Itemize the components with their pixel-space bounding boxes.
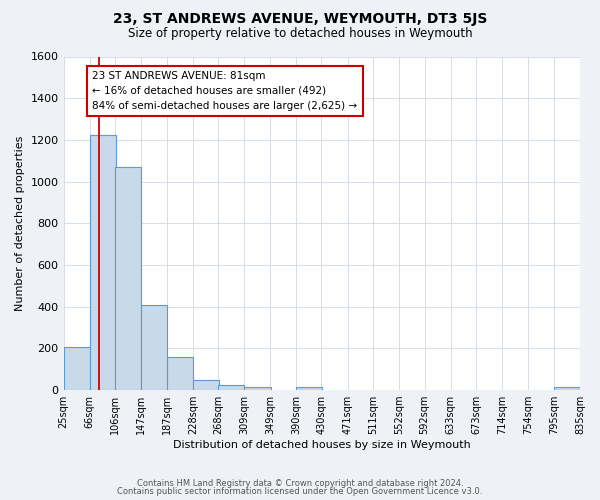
Bar <box>244 387 271 390</box>
Bar <box>193 380 219 390</box>
Text: Contains HM Land Registry data © Crown copyright and database right 2024.: Contains HM Land Registry data © Crown c… <box>137 478 463 488</box>
Bar <box>167 356 193 390</box>
Text: 23 ST ANDREWS AVENUE: 81sqm
← 16% of detached houses are smaller (492)
84% of se: 23 ST ANDREWS AVENUE: 81sqm ← 16% of det… <box>92 71 358 110</box>
Y-axis label: Number of detached properties: Number of detached properties <box>15 136 25 311</box>
Bar <box>554 387 580 390</box>
Bar <box>218 385 244 390</box>
Bar <box>296 387 322 390</box>
Bar <box>115 167 141 390</box>
Text: 23, ST ANDREWS AVENUE, WEYMOUTH, DT3 5JS: 23, ST ANDREWS AVENUE, WEYMOUTH, DT3 5JS <box>113 12 487 26</box>
Bar <box>64 348 89 390</box>
Text: Size of property relative to detached houses in Weymouth: Size of property relative to detached ho… <box>128 28 472 40</box>
Text: Contains public sector information licensed under the Open Government Licence v3: Contains public sector information licen… <box>118 487 482 496</box>
Bar <box>89 134 116 390</box>
X-axis label: Distribution of detached houses by size in Weymouth: Distribution of detached houses by size … <box>173 440 470 450</box>
Bar <box>141 304 167 390</box>
